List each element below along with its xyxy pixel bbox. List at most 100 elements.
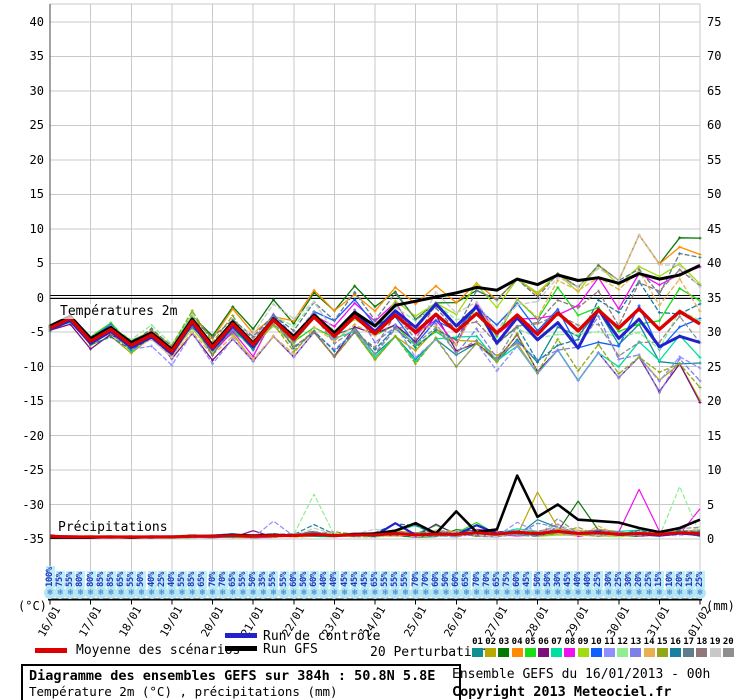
snowflake-icon: ❄ — [440, 587, 453, 599]
copyright-text: Copyright 2013 Meteociel.fr — [452, 684, 672, 700]
snow-prob-label: 60% — [309, 571, 320, 588]
snowflake-icon: ❄ — [64, 587, 77, 599]
perturbation-swatch-14 — [643, 648, 655, 657]
precip-tick-0: 0 — [707, 532, 715, 546]
perturbation-number-19: 19 — [709, 637, 721, 647]
snowflake-icon: ❄ — [297, 587, 310, 599]
snow-prob-label: 10% — [664, 571, 675, 588]
snow-prob-label: 40% — [583, 571, 594, 588]
snowflake-icon: ❄ — [206, 587, 219, 599]
snow-prob-label: 70% — [217, 571, 228, 588]
snow-prob-label: 65% — [227, 571, 238, 588]
perturbation-number-15: 15 — [656, 637, 668, 647]
snow-prob-label: 40% — [146, 571, 157, 588]
snow-prob-label: 50% — [532, 571, 543, 588]
perturbation-swatch-10 — [590, 648, 602, 657]
snowflake-icon: ❄ — [196, 587, 209, 599]
chart-subtitle: Température 2m (°C) , précipitations (mm… — [29, 684, 338, 699]
snowflake-icon: ❄ — [125, 587, 138, 599]
snowflake-icon: ❄ — [318, 587, 331, 599]
snow-prob-label: 40% — [573, 571, 584, 588]
left-axis-unit-label: (°C) — [18, 599, 47, 613]
snow-prob-label: 85% — [105, 571, 116, 588]
perturbation-swatch-04 — [511, 648, 523, 657]
snowflake-icon: ❄ — [694, 587, 706, 599]
perturbation-number-01: 01 — [472, 637, 483, 647]
perturbation-swatch-20 — [722, 648, 734, 657]
precip-tick-75: 75 — [707, 15, 722, 29]
snow-prob-label: 70% — [481, 571, 492, 588]
precip-tick-55: 55 — [707, 152, 722, 167]
perturbation-swatch-18 — [696, 648, 708, 657]
snowflake-icon: ❄ — [572, 587, 585, 599]
snowflake-icon: ❄ — [501, 587, 514, 599]
perturbation-swatch-12 — [617, 648, 629, 657]
perturbation-number-07: 07 — [551, 637, 563, 647]
temp-tick--5: -5 — [29, 325, 44, 340]
perturbation-number-17: 17 — [683, 637, 695, 647]
snow-prob-label: 55% — [65, 571, 76, 588]
snowflake-icon: ❄ — [104, 587, 117, 599]
snow-prob-label: 45% — [522, 571, 533, 588]
snow-prob-label: 55% — [268, 571, 279, 588]
snow-prob-label: 50% — [542, 571, 553, 588]
snowflake-icon: ❄ — [622, 587, 635, 599]
perturbation-swatch-11 — [604, 648, 615, 657]
snow-prob-label: 15% — [684, 571, 695, 588]
snow-prob-label: 40% — [319, 571, 330, 588]
control-legend-line — [225, 633, 257, 638]
snow-prob-label: 60% — [288, 571, 299, 588]
perturbation-number-02: 02 — [485, 637, 497, 647]
precip-tick-25: 25 — [707, 359, 722, 374]
snow-prob-label: 40% — [329, 571, 340, 588]
perturbation-number-05: 05 — [524, 637, 536, 647]
snowflake-icon: ❄ — [348, 587, 361, 599]
precip-tick-65: 65 — [707, 83, 722, 98]
snow-prob-label: 65% — [491, 571, 502, 588]
snow-prob-label: 65% — [197, 571, 208, 588]
perturbations-legend-label: 20 Perturbations — [370, 645, 496, 660]
snowflake-icon: ❄ — [653, 587, 666, 599]
perturbation-number-08: 08 — [564, 637, 576, 647]
precip-tick-70: 70 — [707, 49, 722, 64]
snowflake-icon: ❄ — [582, 587, 595, 599]
snow-prob-label: 50% — [298, 571, 309, 588]
precip-tick-20: 20 — [707, 394, 722, 409]
snow-prob-label: 25% — [593, 571, 604, 588]
chart-title: Diagramme des ensembles GEFS sur 384h : … — [29, 668, 436, 684]
snowflake-icon: ❄ — [226, 587, 239, 599]
snowflake-icon: ❄ — [379, 587, 392, 599]
snow-prob-label: 100% — [45, 566, 55, 588]
snow-prob-label: 30% — [623, 571, 634, 588]
snow-prob-label: 55% — [400, 571, 411, 588]
perturbation-swatch-07 — [551, 648, 563, 657]
snowflake-icon: ❄ — [165, 587, 178, 599]
precip-tick-40: 40 — [707, 256, 722, 271]
snowflake-icon: ❄ — [683, 587, 696, 599]
perturbation-swatch-03 — [498, 648, 510, 657]
snow-prob-label: 75% — [502, 571, 513, 588]
snowflake-icon: ❄ — [470, 587, 483, 599]
snow-prob-label: 15% — [654, 571, 665, 588]
snowflake-icon: ❄ — [602, 587, 615, 599]
snow-prob-label: 25% — [644, 571, 655, 588]
snow-prob-label: 65% — [461, 571, 472, 588]
snow-prob-label: 55% — [278, 571, 289, 588]
perturbation-swatch-08 — [564, 648, 576, 657]
precip-tick-10: 10 — [707, 463, 722, 478]
snow-prob-label: 45% — [339, 571, 350, 588]
snow-prob-label: 55% — [177, 571, 188, 588]
snowflake-icon: ❄ — [369, 587, 381, 599]
snowflake-icon: ❄ — [145, 587, 158, 599]
snowflake-icon: ❄ — [511, 587, 524, 599]
precipitation-section-label: Précipitations — [58, 520, 168, 535]
precip-tick-45: 45 — [707, 221, 722, 236]
perturbation-number-03: 03 — [498, 637, 510, 647]
snowflake-icon: ❄ — [328, 587, 341, 599]
snowflake-icon: ❄ — [531, 587, 544, 599]
snow-prob-label: 60% — [451, 571, 462, 588]
perturbation-number-04: 04 — [511, 637, 523, 647]
snow-prob-label: 85% — [187, 571, 198, 588]
temp-tick--10: -10 — [22, 359, 44, 374]
snowflake-icon: ❄ — [287, 587, 300, 599]
